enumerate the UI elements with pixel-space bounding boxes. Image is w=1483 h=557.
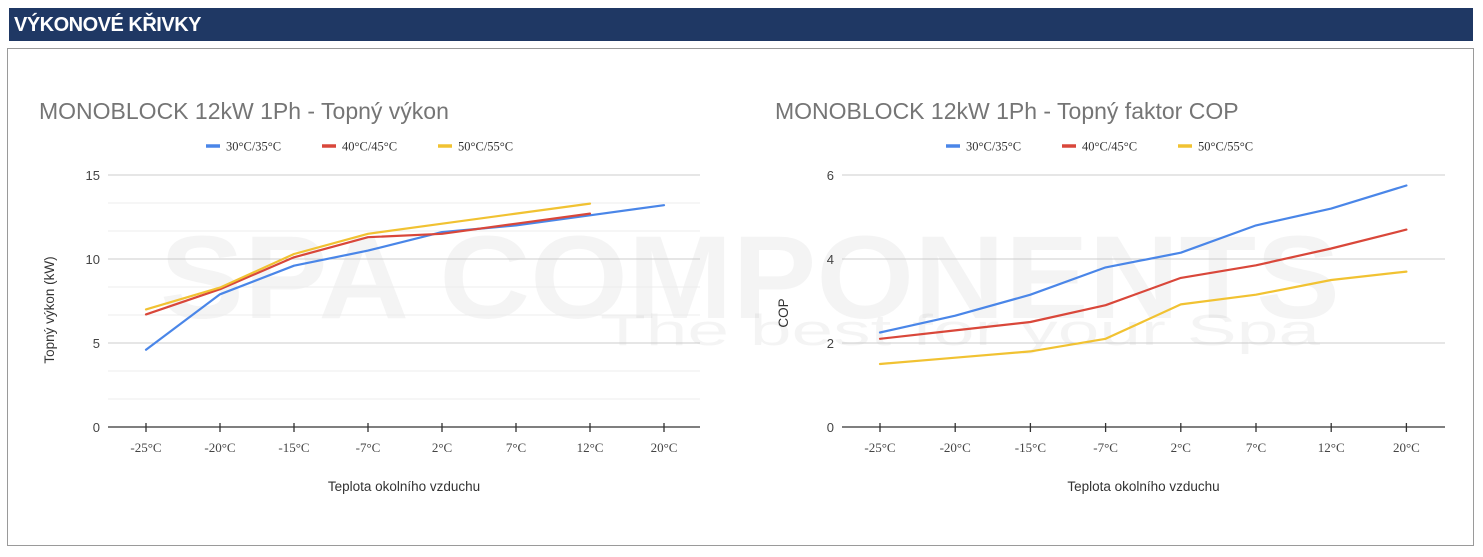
legend-label: 50°C/55°C [458, 140, 513, 154]
series-line-2 [878, 228, 1408, 340]
charts-frame [7, 48, 1474, 546]
series-line-3 [878, 270, 1408, 366]
legend-label: 40°C/45°C [1082, 140, 1137, 154]
x-tick-label: 7°C [1246, 440, 1266, 455]
series-line-2 [144, 212, 592, 316]
y-tick-label: 2 [827, 336, 834, 351]
x-tick-label: 12°C [1318, 440, 1345, 455]
y-axis-label: Topný výkon (kW) [42, 256, 57, 363]
x-tick-label: -7°C [1093, 440, 1118, 455]
x-tick-label: 20°C [651, 440, 678, 455]
y-axis-label: COP [776, 298, 791, 327]
x-tick-label: -15°C [1015, 440, 1046, 455]
section-header: VÝKONOVÉ KŘIVKY [9, 8, 1473, 41]
y-tick-label: 5 [93, 336, 100, 351]
y-tick-label: 0 [827, 420, 834, 435]
x-tick-label: 7°C [506, 440, 526, 455]
x-tick-label: 2°C [1171, 440, 1191, 455]
y-tick-label: 10 [86, 252, 100, 267]
y-tick-label: 4 [827, 252, 834, 267]
y-tick-label: 0 [93, 420, 100, 435]
x-tick-label: -25°C [864, 440, 895, 455]
x-tick-label: -20°C [204, 440, 235, 455]
series-line-1 [144, 204, 666, 351]
legend-label: 30°C/35°C [966, 140, 1021, 154]
legend-label: 30°C/35°C [226, 140, 281, 154]
x-axis-label: Teplota okolního vzduchu [1067, 479, 1219, 494]
y-tick-label: 15 [86, 168, 100, 183]
x-tick-label: -15°C [278, 440, 309, 455]
x-tick-label: -20°C [940, 440, 971, 455]
x-axis-label: Teplota okolního vzduchu [328, 479, 480, 494]
series-line-1 [878, 184, 1408, 334]
chart-title: MONOBLOCK 12kW 1Ph - Topný faktor COP [775, 98, 1239, 124]
chart-title: MONOBLOCK 12kW 1Ph - Topný výkon [39, 98, 449, 124]
series-line-3 [144, 202, 592, 311]
legend-label: 40°C/45°C [342, 140, 397, 154]
legend-label: 50°C/55°C [1198, 140, 1253, 154]
x-tick-label: 20°C [1393, 440, 1420, 455]
x-tick-label: -7°C [356, 440, 381, 455]
section-title: VÝKONOVÉ KŘIVKY [14, 14, 201, 36]
x-tick-label: 2°C [432, 440, 452, 455]
y-tick-label: 6 [827, 168, 834, 183]
x-tick-label: -25°C [130, 440, 161, 455]
x-tick-label: 12°C [577, 440, 604, 455]
